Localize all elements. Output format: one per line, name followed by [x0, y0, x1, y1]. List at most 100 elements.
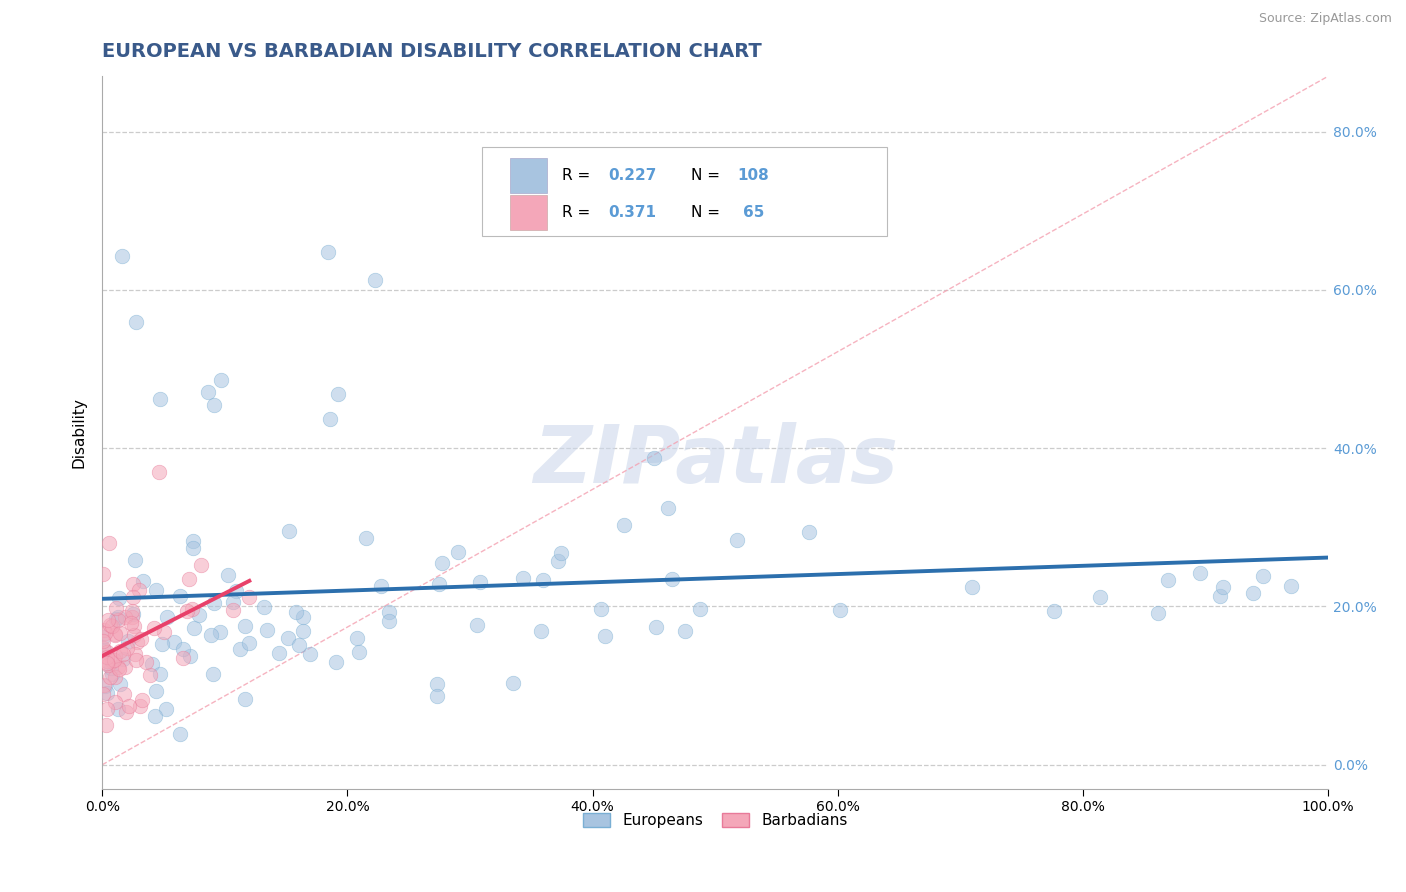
- Point: [101, 654, 124, 668]
- Text: Source: ZipAtlas.com: Source: ZipAtlas.com: [1258, 12, 1392, 25]
- Point: [121, 610, 143, 624]
- Point: [93, 643, 115, 657]
- Point: [267, 646, 290, 660]
- Point: [131, 693, 153, 707]
- Point: [129, 699, 152, 714]
- Point: [93, 624, 115, 638]
- Point: [101, 667, 124, 681]
- Point: [181, 541, 204, 555]
- Point: [531, 574, 554, 588]
- Point: [689, 602, 711, 616]
- Point: [1157, 573, 1180, 587]
- Point: [593, 629, 616, 643]
- Point: [96, 649, 118, 664]
- FancyBboxPatch shape: [482, 147, 887, 236]
- Point: [96, 685, 118, 699]
- Point: [643, 451, 665, 466]
- Point: [292, 610, 315, 624]
- Point: [377, 605, 399, 619]
- Text: R =: R =: [562, 205, 595, 220]
- Text: 108: 108: [737, 168, 769, 183]
- Text: N =: N =: [690, 168, 724, 183]
- Point: [122, 577, 145, 591]
- Point: [114, 609, 136, 624]
- Point: [93, 567, 115, 582]
- Point: [97, 657, 120, 672]
- Point: [107, 660, 129, 674]
- Point: [145, 684, 167, 698]
- Text: N =: N =: [690, 205, 724, 220]
- Point: [143, 621, 166, 635]
- Point: [100, 661, 122, 675]
- Point: [188, 607, 211, 622]
- Point: [291, 624, 314, 639]
- Point: [1241, 586, 1264, 600]
- Point: [172, 651, 194, 665]
- Point: [149, 392, 172, 406]
- Point: [105, 612, 128, 626]
- Point: [118, 698, 141, 713]
- Point: [104, 670, 127, 684]
- Point: [128, 582, 150, 597]
- Point: [316, 245, 339, 260]
- Point: [256, 623, 278, 637]
- Point: [346, 632, 368, 646]
- Point: [124, 647, 146, 661]
- Text: ZIPatlas: ZIPatlas: [533, 422, 897, 500]
- Point: [96, 656, 118, 670]
- Point: [1088, 590, 1111, 604]
- Point: [550, 546, 572, 560]
- Text: EUROPEAN VS BARBADIAN DISABILITY CORRELATION CHART: EUROPEAN VS BARBADIAN DISABILITY CORRELA…: [103, 42, 762, 61]
- Point: [111, 647, 134, 661]
- Y-axis label: Disability: Disability: [72, 397, 86, 467]
- Point: [117, 633, 139, 648]
- Point: [284, 605, 307, 619]
- Point: [94, 625, 117, 640]
- Point: [502, 676, 524, 690]
- Point: [141, 657, 163, 671]
- Point: [319, 412, 342, 426]
- Point: [197, 384, 219, 399]
- Point: [112, 688, 135, 702]
- Point: [143, 709, 166, 723]
- Legend: Europeans, Barbadians: Europeans, Barbadians: [576, 806, 853, 834]
- Point: [112, 651, 135, 665]
- Point: [97, 536, 120, 550]
- Point: [98, 618, 121, 632]
- Point: [1212, 580, 1234, 594]
- Point: [107, 613, 129, 627]
- Point: [430, 556, 453, 570]
- Point: [155, 702, 177, 716]
- Text: R =: R =: [562, 168, 595, 183]
- Point: [1279, 580, 1302, 594]
- Point: [108, 625, 131, 640]
- Point: [427, 576, 450, 591]
- Point: [122, 628, 145, 642]
- Point: [347, 645, 370, 659]
- Point: [645, 620, 668, 634]
- Point: [661, 572, 683, 586]
- Point: [222, 603, 245, 617]
- Point: [465, 618, 488, 632]
- Point: [114, 660, 136, 674]
- Point: [370, 579, 392, 593]
- Point: [1043, 604, 1066, 618]
- Point: [177, 572, 200, 586]
- Point: [176, 604, 198, 618]
- Point: [447, 545, 470, 559]
- Point: [1189, 566, 1212, 581]
- Point: [132, 574, 155, 589]
- Point: [93, 680, 115, 694]
- Point: [613, 518, 636, 533]
- Point: [98, 670, 121, 684]
- Point: [129, 632, 152, 646]
- Point: [138, 668, 160, 682]
- Point: [589, 601, 612, 615]
- Point: [1147, 606, 1170, 620]
- Point: [201, 667, 224, 681]
- Point: [277, 632, 299, 646]
- Point: [799, 524, 821, 539]
- Point: [148, 465, 170, 479]
- Point: [202, 596, 225, 610]
- Point: [1208, 589, 1230, 603]
